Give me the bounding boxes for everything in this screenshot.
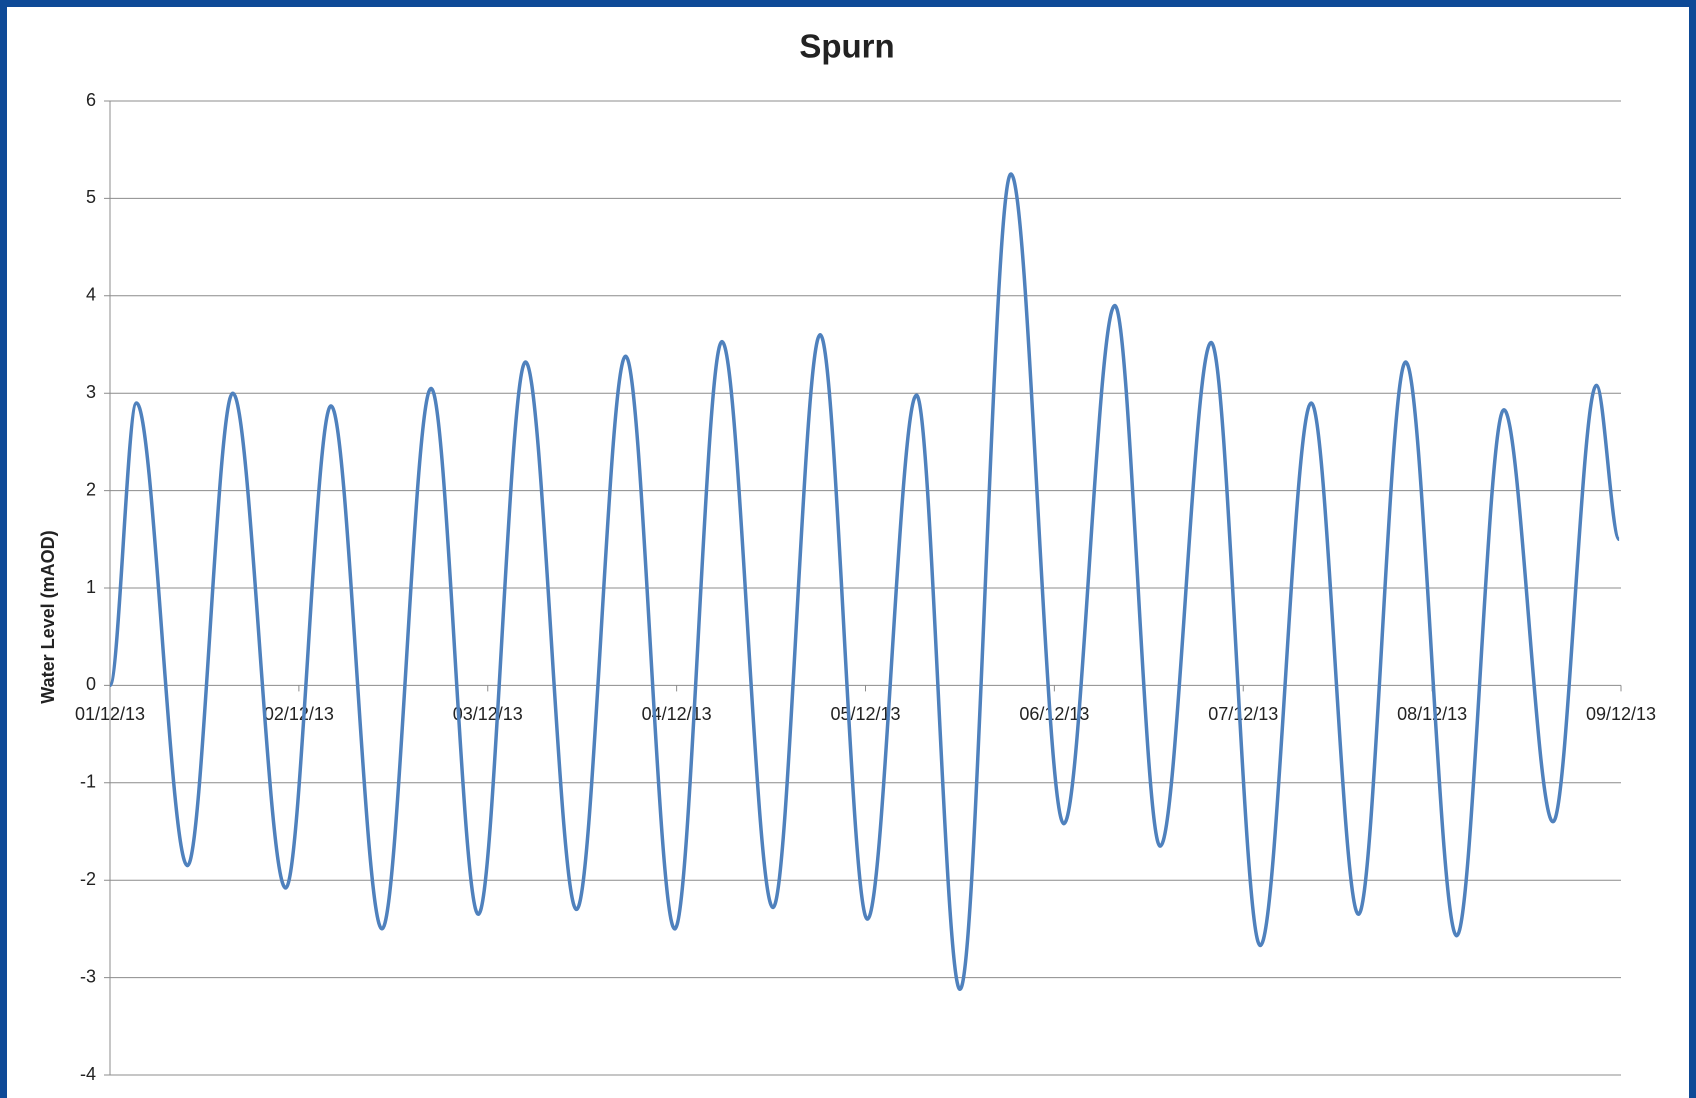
x-tick-label: 09/12/13 [1586,704,1656,724]
x-tick-label: 08/12/13 [1397,704,1467,724]
chart-title: Spurn [799,28,894,65]
y-tick-label: 5 [86,187,96,207]
x-tick-label: 02/12/13 [264,704,334,724]
y-tick-label: 0 [86,674,96,694]
x-tick-label: 06/12/13 [1019,704,1089,724]
y-tick-label: -1 [80,772,96,792]
x-tick-label: 03/12/13 [453,704,523,724]
x-tick-label: 07/12/13 [1208,704,1278,724]
y-axis-label: Water Level (mAOD) [38,530,58,703]
y-tick-label: 4 [86,285,96,305]
y-tick-label: 3 [86,382,96,402]
chart-frame: Spurn Water Level (mAOD) -4 -3 -2 -1 0 1 2 3 4 5 6… [7,7,1689,1098]
y-tick-label: -3 [80,966,96,986]
y-tick-label: 1 [86,577,96,597]
x-tick-label: 01/12/13 [75,704,145,724]
data-line [108,172,1621,992]
x-tick-label: 04/12/13 [642,704,712,724]
y-tick-label: 2 [86,479,96,499]
y-tick-label: -4 [80,1064,96,1084]
y-tick-label: -2 [80,869,96,889]
y-tick-label: 6 [86,90,96,110]
chart: Spurn Water Level (mAOD) -4 -3 -2 -1 0 1 2 3 4 5 6… [38,28,1656,1084]
